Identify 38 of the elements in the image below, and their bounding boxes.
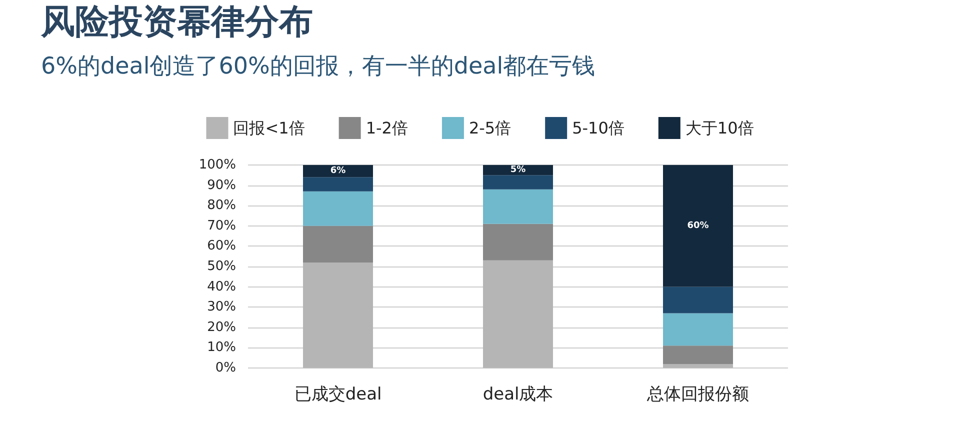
bar (663, 364, 733, 368)
data-label: 60% (687, 220, 709, 231)
bar (303, 226, 373, 262)
x-tick-label: 已成交deal (294, 384, 382, 404)
bar (663, 286, 733, 314)
data-label: 5% (510, 165, 526, 176)
bar (663, 313, 733, 346)
y-tick-label: 90% (207, 178, 236, 193)
bar (303, 177, 373, 192)
y-tick-label: 60% (207, 238, 236, 254)
x-tick-label: 总体回报份额 (646, 384, 749, 404)
chart-title: 风险投资幂律分布 (40, 2, 313, 42)
data-label: 6% (330, 166, 346, 176)
chart-subtitle: 6%的deal创造了60%的回报，有一半的deal都在亏钱 (41, 54, 596, 80)
y-tick-label: 40% (207, 279, 236, 294)
bar (663, 346, 733, 364)
y-tick-label: 30% (207, 300, 236, 315)
y-tick-label: 50% (207, 259, 236, 274)
bar (303, 262, 373, 368)
legend-label: 2-5倍 (468, 118, 512, 138)
bar (303, 165, 373, 178)
y-tick-label: 80% (207, 198, 236, 214)
y-tick-label: 0% (215, 360, 236, 376)
legend-label: 1-2倍 (366, 118, 408, 138)
x-tick-label: deal成本 (482, 384, 554, 404)
y-tick-label: 100% (198, 158, 236, 172)
y-tick-label: 20% (207, 320, 236, 335)
bar (303, 191, 373, 226)
y-tick-label: 70% (207, 218, 236, 234)
bar (483, 175, 553, 190)
y-tick-label: 10% (207, 340, 236, 356)
bar (663, 165, 733, 287)
bar (483, 224, 553, 260)
bar (483, 189, 553, 224)
bar (483, 260, 553, 368)
legend-label: 5-10倍 (572, 118, 624, 138)
legend-label: 大于10倍 (685, 118, 754, 138)
legend-label: 回报<1倍 (233, 118, 305, 138)
